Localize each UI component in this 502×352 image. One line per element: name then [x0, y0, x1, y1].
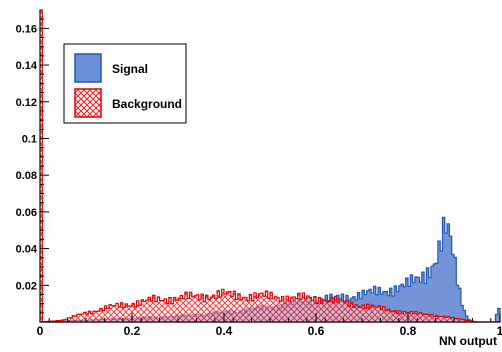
legend-label-signal: Signal — [112, 62, 148, 76]
x-tick-label: 0 — [37, 324, 44, 338]
legend-swatch-background — [74, 88, 102, 118]
legend: Signal Background — [63, 43, 187, 124]
x-tick-label: 1 — [497, 324, 502, 338]
y-tick-label: 0.04 — [16, 244, 38, 256]
ticks: 0 0.2 0.4 0.6 0.8 1 0.02 0.04 0.06 0.08 0.1 0.12 0.1… — [16, 18, 502, 338]
legend-label-background: Background — [112, 97, 182, 111]
legend-swatch-signal — [74, 53, 102, 83]
x-tick-label: 0.8 — [400, 324, 417, 338]
y-tick-label: 0.06 — [16, 207, 37, 219]
x-axis-label: NN output — [439, 334, 497, 348]
y-tick-label: 0.02 — [16, 280, 37, 292]
y-tick-label: 0.12 — [16, 97, 37, 109]
y-tick-label: 0.14 — [16, 60, 38, 72]
y-tick-label: 0.1 — [22, 133, 37, 145]
series-background-histogram — [39, 9, 500, 323]
histogram-series — [39, 9, 501, 323]
x-tick-label: 0.6 — [308, 324, 325, 338]
x-tick-label: 0.2 — [124, 324, 141, 338]
y-tick-label: 0.16 — [16, 23, 37, 35]
x-tick-label: 0.4 — [216, 324, 233, 338]
y-tick-label: 0.08 — [16, 170, 37, 182]
